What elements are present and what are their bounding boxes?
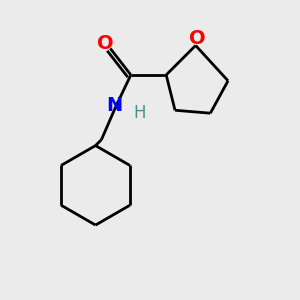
Text: O: O — [189, 29, 206, 49]
Text: N: N — [106, 96, 123, 115]
Text: O: O — [97, 34, 113, 52]
Text: H: H — [134, 104, 146, 122]
